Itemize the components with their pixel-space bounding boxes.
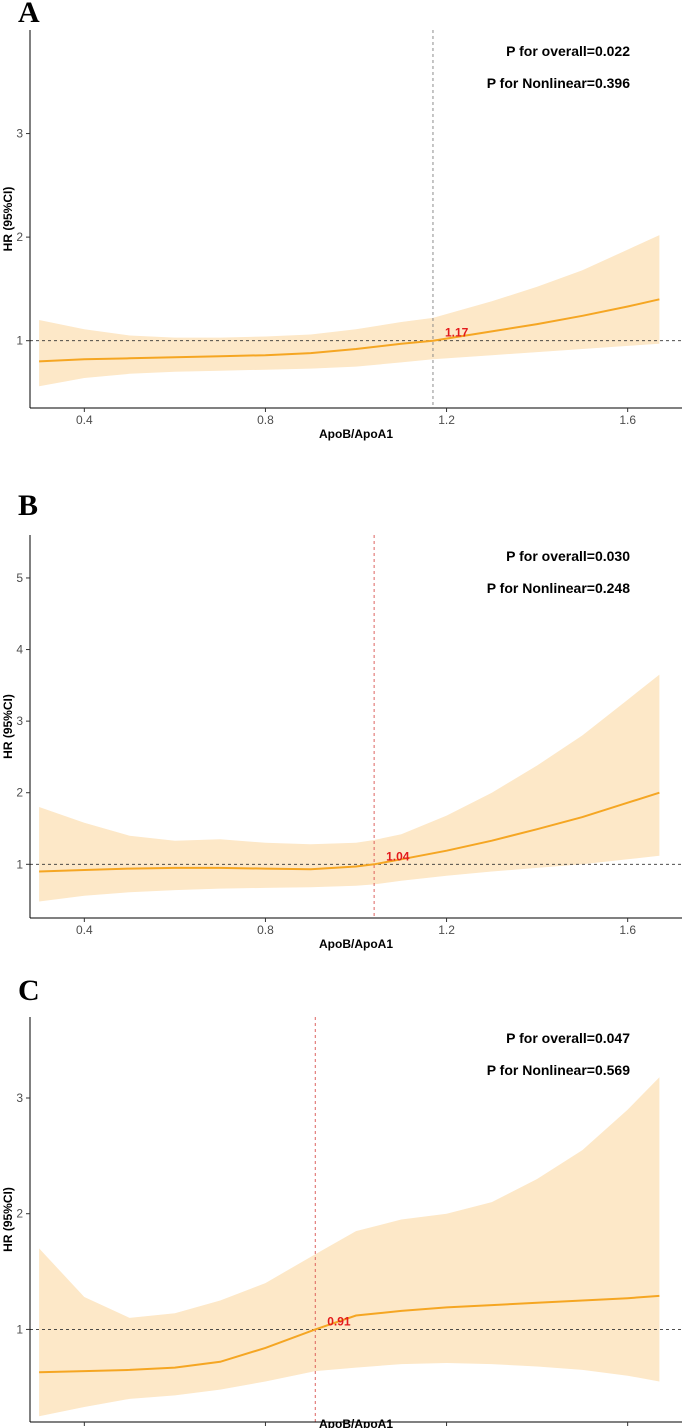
x-tick-label: 0.8 xyxy=(257,413,274,427)
confidence-band xyxy=(39,674,660,902)
y-tick-label: 2 xyxy=(16,230,23,244)
x-tick-label: 1.6 xyxy=(619,923,636,937)
panel-label-c: C xyxy=(18,974,40,1007)
x-tick-label: 1.2 xyxy=(438,413,455,427)
chart-panel-b: B 0.4 0.8 1.2 1.6 1 2 3 4 5 ApoB/ApoA1 HR (95%CI) 1… xyxy=(0,475,685,951)
x-axis-title: ApoB/ApoA1 xyxy=(319,427,393,441)
y-tick-label: 3 xyxy=(16,1091,23,1105)
y-tick-label: 2 xyxy=(16,1207,23,1221)
x-tick-label: 0.8 xyxy=(257,923,274,937)
confidence-band xyxy=(39,1077,660,1417)
p-value-annotation: P for Nonlinear=0.248 xyxy=(487,580,631,596)
y-tick-label: 5 xyxy=(16,571,23,585)
x-axis-title: ApoB/ApoA1 xyxy=(319,937,393,951)
y-tick-label: 1 xyxy=(16,334,23,348)
x-axis-title: ApoB/ApoA1 xyxy=(319,1417,393,1428)
y-axis-title: HR (95%CI) xyxy=(1,187,15,252)
x-tick-label: 1.6 xyxy=(619,413,636,427)
hr-curve xyxy=(39,791,660,873)
p-value-annotation: P for Nonlinear=0.569 xyxy=(487,1062,631,1078)
y-axis-title: HR (95%CI) xyxy=(1,1187,15,1252)
chart-b-svg: 0.4 0.8 1.2 1.6 1 2 3 4 5 ApoB/ApoA1 HR (95%CI) 1.0… xyxy=(1,535,682,951)
y-axis-title: HR (95%CI) xyxy=(1,694,15,759)
p-value-annotation: P for Nonlinear=0.396 xyxy=(487,75,631,91)
hr-curve xyxy=(39,298,660,363)
hr-curve xyxy=(39,1294,660,1374)
y-tick-label: 1 xyxy=(16,1322,23,1336)
cut-point-label: 1.04 xyxy=(386,849,410,863)
y-tick-label: 2 xyxy=(16,786,23,800)
x-tick-label: 0.4 xyxy=(76,923,93,937)
panel-label-a: A xyxy=(18,0,40,29)
y-tick-label: 3 xyxy=(16,714,23,728)
x-tick-label: 1.2 xyxy=(438,923,455,937)
confidence-band xyxy=(39,235,660,387)
panel-label-b: B xyxy=(18,489,39,522)
cut-point-label: 0.91 xyxy=(327,1314,351,1328)
x-tick-label: 0.4 xyxy=(76,413,93,427)
y-tick-label: 1 xyxy=(16,857,23,871)
p-value-annotation: P for overall=0.022 xyxy=(506,43,630,59)
chart-a-svg: 0.4 0.8 1.2 1.6 1 2 3 ApoB/ApoA1 HR (95%CI) 1.17 P… xyxy=(1,30,682,441)
y-tick-label: 4 xyxy=(16,643,23,657)
cut-point-label: 1.17 xyxy=(445,326,469,340)
p-value-annotation: P for overall=0.030 xyxy=(506,548,630,564)
p-value-annotation: P for overall=0.047 xyxy=(506,1030,630,1046)
y-tick-label: 3 xyxy=(16,127,23,141)
chart-panel-a: A 0.4 0.8 1.2 1.6 1 2 3 ApoB/ApoA1 HR (95%CI) 1.1… xyxy=(0,0,685,475)
